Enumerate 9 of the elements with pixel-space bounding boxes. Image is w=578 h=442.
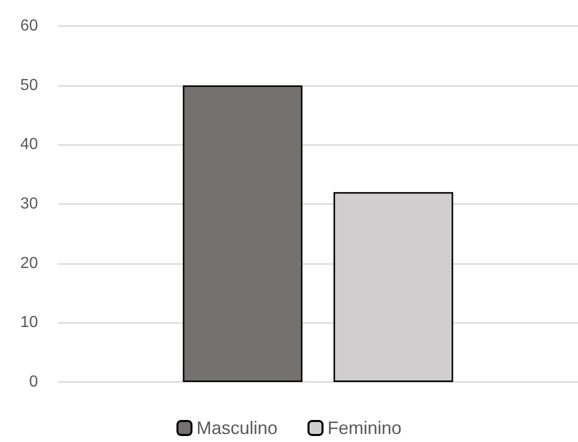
y-tick-label: 30 (20, 196, 38, 212)
y-tick-label: 10 (20, 314, 38, 332)
y-tick-label: 0 (29, 374, 38, 390)
y-tick-label: 60 (20, 18, 38, 34)
y-tick-label: 40 (20, 136, 38, 154)
y-tick-label: 20 (20, 254, 38, 272)
legend-label: Feminino (328, 418, 402, 438)
legend-label: Masculino (196, 418, 278, 438)
y-tick-label: 50 (20, 76, 38, 94)
